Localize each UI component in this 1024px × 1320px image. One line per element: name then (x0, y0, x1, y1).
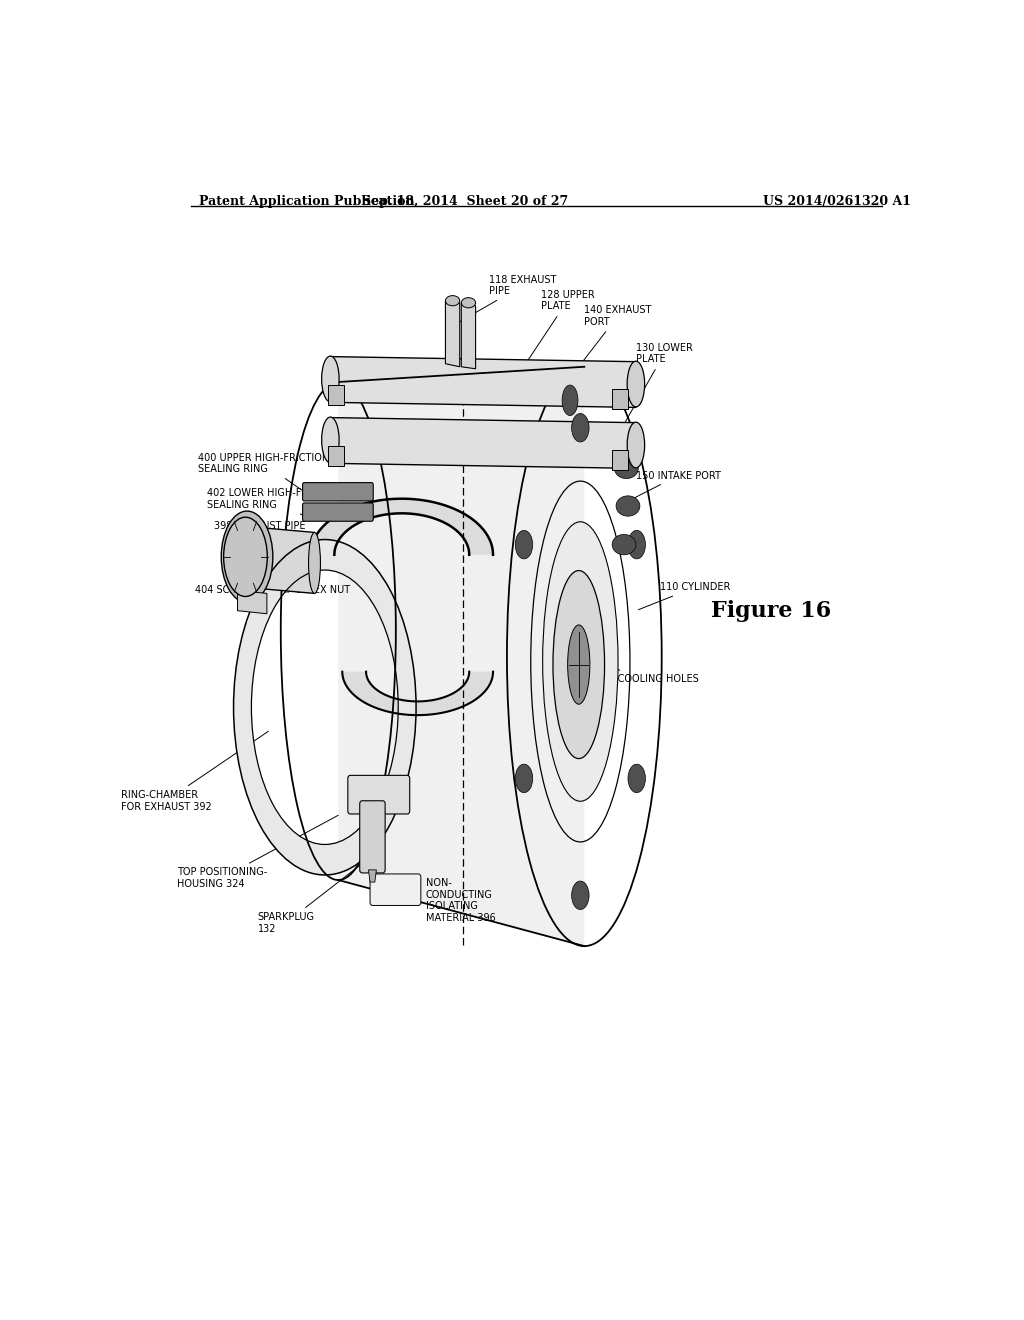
Ellipse shape (221, 511, 272, 602)
Text: 150 INTAKE PORT: 150 INTAKE PORT (621, 470, 721, 504)
Polygon shape (342, 672, 494, 715)
Text: 128 UPPER
PLATE: 128 UPPER PLATE (518, 290, 594, 375)
Ellipse shape (628, 531, 645, 558)
Polygon shape (331, 356, 636, 408)
Ellipse shape (612, 535, 636, 554)
FancyBboxPatch shape (370, 874, 421, 906)
Polygon shape (445, 301, 460, 367)
Text: SPARKPLUG
132: SPARKPLUG 132 (257, 863, 362, 933)
Text: 400 UPPER HIGH-FRICTION
SEALING RING: 400 UPPER HIGH-FRICTION SEALING RING (198, 453, 329, 490)
Text: Sep. 18, 2014  Sheet 20 of 27: Sep. 18, 2014 Sheet 20 of 27 (362, 195, 568, 209)
Text: 404 SCREW ON CAP & HEX NUT: 404 SCREW ON CAP & HEX NUT (196, 585, 350, 595)
Text: Patent Application Publication: Patent Application Publication (200, 195, 415, 209)
Ellipse shape (223, 517, 267, 597)
Text: 118 EXHAUST
PIPE: 118 EXHAUST PIPE (460, 275, 556, 322)
Bar (612, 450, 628, 470)
FancyBboxPatch shape (348, 775, 410, 814)
Text: NON-
CONDUCTING
ISOLATING
MATERIAL 396: NON- CONDUCTING ISOLATING MATERIAL 396 (407, 878, 496, 923)
FancyBboxPatch shape (303, 483, 373, 500)
Ellipse shape (445, 296, 460, 306)
Text: 130 LOWER
PLATE: 130 LOWER PLATE (613, 343, 693, 442)
Ellipse shape (515, 531, 532, 558)
Text: 140 EXHAUST
PORT: 140 EXHAUST PORT (564, 305, 651, 385)
Ellipse shape (567, 624, 590, 704)
Text: US 2014/0261320 A1: US 2014/0261320 A1 (763, 195, 911, 209)
Text: RING-CHAMBER
FOR EXHAUST 392: RING-CHAMBER FOR EXHAUST 392 (121, 731, 268, 812)
Ellipse shape (627, 422, 645, 467)
Ellipse shape (515, 764, 532, 792)
Polygon shape (310, 499, 494, 554)
Polygon shape (238, 590, 267, 614)
Polygon shape (331, 417, 636, 469)
Ellipse shape (571, 413, 589, 442)
Bar (328, 446, 344, 466)
Ellipse shape (543, 521, 618, 801)
Bar (328, 385, 344, 405)
Ellipse shape (322, 417, 339, 463)
FancyBboxPatch shape (359, 801, 385, 873)
Text: 398 EXHAUST PIPE: 398 EXHAUST PIPE (214, 521, 305, 536)
Text: Figure 16: Figure 16 (712, 599, 831, 622)
Ellipse shape (616, 496, 640, 516)
Ellipse shape (571, 880, 589, 909)
Polygon shape (461, 302, 475, 368)
Ellipse shape (308, 532, 321, 594)
Ellipse shape (627, 362, 645, 407)
Ellipse shape (322, 356, 339, 401)
Polygon shape (233, 540, 416, 875)
Ellipse shape (614, 458, 638, 479)
Text: 382 COOLING HOLES: 382 COOLING HOLES (585, 659, 699, 684)
Ellipse shape (628, 764, 645, 792)
Ellipse shape (562, 385, 578, 416)
Bar (612, 389, 628, 409)
Text: 402 LOWER HIGH-FRICTION
SEALING RING: 402 LOWER HIGH-FRICTION SEALING RING (207, 488, 342, 515)
Ellipse shape (553, 570, 604, 759)
Polygon shape (369, 870, 377, 882)
Polygon shape (246, 527, 314, 594)
Polygon shape (338, 367, 585, 946)
Ellipse shape (229, 523, 265, 591)
Text: 110 CYLINDER: 110 CYLINDER (639, 582, 730, 610)
FancyBboxPatch shape (303, 503, 373, 521)
Ellipse shape (461, 297, 475, 308)
Text: TOP POSITIONING-
HOUSING 324: TOP POSITIONING- HOUSING 324 (176, 816, 338, 888)
